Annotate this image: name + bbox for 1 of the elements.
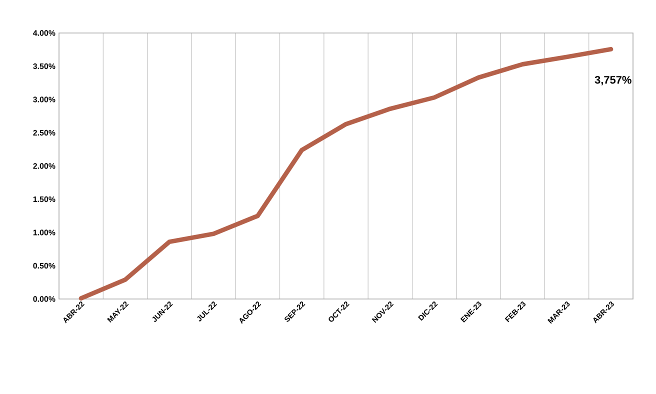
annotation: 3,757% <box>594 76 632 86</box>
